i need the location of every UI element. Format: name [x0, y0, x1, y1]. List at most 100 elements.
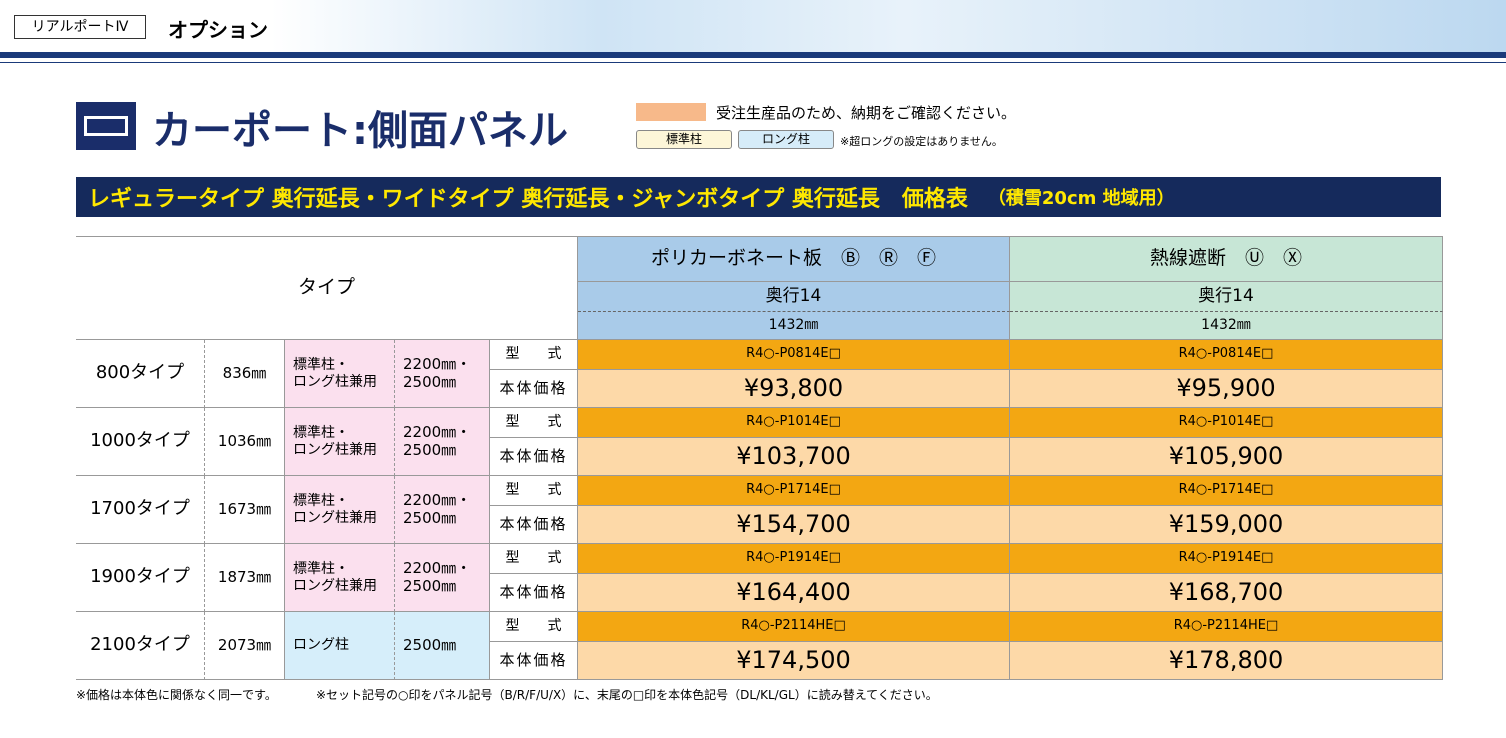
price-label-text: 本体価格 [499, 378, 568, 397]
model-cell: R4○-P1914E□ [1010, 544, 1443, 574]
width: 836㎜ [222, 363, 267, 382]
price-label-text: 本体価格 [499, 514, 568, 533]
row-type: 1000タイプ [76, 408, 205, 476]
model-cell: R4○-P1714E□ [578, 476, 1010, 506]
pillar-line: ロング柱兼用 [293, 441, 377, 458]
row-type: 2100タイプ [76, 612, 205, 680]
price-cell: ¥174,500 [578, 642, 1010, 680]
model-label-text: 型 式 [505, 550, 562, 567]
model-label: 型 式 [490, 544, 578, 574]
column-header: 熱線遮断 Ⓤ Ⓧ [1010, 236, 1443, 282]
row-height: 2200㎜・ 2500㎜ [395, 408, 490, 476]
model: R4○-P1914E□ [746, 550, 841, 566]
row-pillar: 標準柱・ ロング柱兼用 [285, 340, 395, 408]
price-cell: ¥159,000 [1010, 506, 1443, 544]
footnote: ※セット記号の○印をパネル記号（B/R/F/U/X）に、末尾の□印を本体色記号（… [316, 688, 938, 702]
column-name: 熱線遮断 Ⓤ Ⓧ [1149, 247, 1302, 270]
model-cell: R4○-P2114HE□ [1010, 612, 1443, 642]
price-cell: ¥95,900 [1010, 370, 1443, 408]
row-type: 800タイプ [76, 340, 205, 408]
price-cell: ¥105,900 [1010, 438, 1443, 476]
price: ¥105,900 [1168, 441, 1284, 470]
width: 2073㎜ [217, 635, 272, 654]
page-title: カーポート:側面パネル [152, 108, 568, 154]
pillar-line: 標準柱・ [293, 493, 349, 510]
model: R4○-P2114HE□ [741, 618, 846, 634]
row-height: 2200㎜・ 2500㎜ [395, 544, 490, 612]
column-size: 1432㎜ [1010, 312, 1443, 340]
pillar-line: 標準柱・ [293, 425, 349, 442]
row-pillar: 標準柱・ ロング柱兼用 [285, 544, 395, 612]
legend-swatch [636, 103, 706, 121]
banner-note: （積雪20cm 地域用） [987, 188, 1175, 209]
top-rule [0, 52, 1506, 58]
row-height: 2200㎜・ 2500㎜ [395, 476, 490, 544]
type: 1900タイプ [90, 566, 190, 588]
model-cell: R4○-P1714E□ [1010, 476, 1443, 506]
height-line: 2200㎜・ [403, 559, 472, 578]
model: R4○-P0814E□ [1178, 346, 1274, 362]
model-cell: R4○-P0814E□ [1010, 340, 1443, 370]
row-height: 2500㎜ [395, 612, 490, 680]
size: 1432㎜ [768, 317, 819, 334]
size: 1432㎜ [1201, 317, 1251, 334]
width: 1036㎜ [217, 431, 272, 450]
type: 800タイプ [95, 362, 185, 384]
model-label-text: 型 式 [505, 482, 562, 499]
width: 1873㎜ [217, 567, 272, 586]
type-header-text: タイプ [297, 276, 355, 299]
sky [0, 0, 1506, 52]
footnote: ※価格は本体色に関係なく同一です。 [76, 688, 277, 702]
pillar-line: ロング柱兼用 [293, 373, 377, 390]
depth: 奥行14 [765, 285, 822, 306]
height-line: 2500㎜ [403, 440, 457, 459]
price-label: 本体価格 [490, 642, 578, 680]
price-label: 本体価格 [490, 574, 578, 612]
model-label-text: 型 式 [505, 346, 562, 363]
pillar-line: ロング柱兼用 [293, 509, 377, 526]
pillar-line: 標準柱・ [293, 561, 349, 578]
price-label: 本体価格 [490, 370, 578, 408]
row-width: 1036㎜ [205, 408, 285, 476]
row-pillar: 標準柱・ ロング柱兼用 [285, 408, 395, 476]
banner-text: レギュラータイプ 奥行延長・ワイドタイプ 奥行延長・ジャンボタイプ 奥行延長 価… [88, 187, 968, 212]
price: ¥93,800 [743, 373, 844, 402]
price-cell: ¥178,800 [1010, 642, 1443, 680]
price-label: 本体価格 [490, 438, 578, 476]
model: R4○-P2114HE□ [1173, 618, 1279, 634]
product-tag: リアルポートⅣ [14, 15, 146, 39]
legend-long: ロング柱 [738, 130, 834, 149]
height-line: 2200㎜・ [403, 355, 472, 374]
height-line: 2500㎜ [403, 508, 457, 527]
banner: レギュラータイプ 奥行延長・ワイドタイプ 奥行延長・ジャンボタイプ 奥行延長 価… [76, 177, 1441, 217]
row-type: 1900タイプ [76, 544, 205, 612]
price: ¥168,700 [1168, 577, 1284, 606]
price-label-text: 本体価格 [499, 582, 568, 601]
price-cell: ¥93,800 [578, 370, 1010, 408]
row-width: 1673㎜ [205, 476, 285, 544]
model: R4○-P1714E□ [1178, 482, 1274, 498]
row-width: 836㎜ [205, 340, 285, 408]
model-label: 型 式 [490, 612, 578, 642]
height-line: 2500㎜ [403, 372, 457, 391]
column-size: 1432㎜ [578, 312, 1010, 340]
model-label: 型 式 [490, 408, 578, 438]
depth: 奥行14 [1198, 285, 1254, 306]
model: R4○-P1014E□ [1178, 414, 1274, 430]
legend-standard: 標準柱 [636, 130, 732, 149]
price-label-text: 本体価格 [499, 650, 568, 669]
price: ¥164,400 [736, 577, 851, 606]
model-label-text: 型 式 [505, 414, 562, 431]
price: ¥95,900 [1176, 373, 1276, 402]
price: ¥103,700 [736, 441, 851, 470]
top-rule-thin [0, 62, 1506, 63]
model-label: 型 式 [490, 340, 578, 370]
price-label: 本体価格 [490, 506, 578, 544]
price: ¥174,500 [736, 645, 851, 674]
model: R4○-P1714E□ [746, 482, 841, 498]
model-label-text: 型 式 [505, 618, 562, 635]
row-height: 2200㎜・ 2500㎜ [395, 340, 490, 408]
column-header: ポリカーボネート板 Ⓑ Ⓡ Ⓕ [578, 236, 1010, 282]
legend-text: 受注生産品のため、納期をご確認ください。 [716, 104, 1017, 122]
